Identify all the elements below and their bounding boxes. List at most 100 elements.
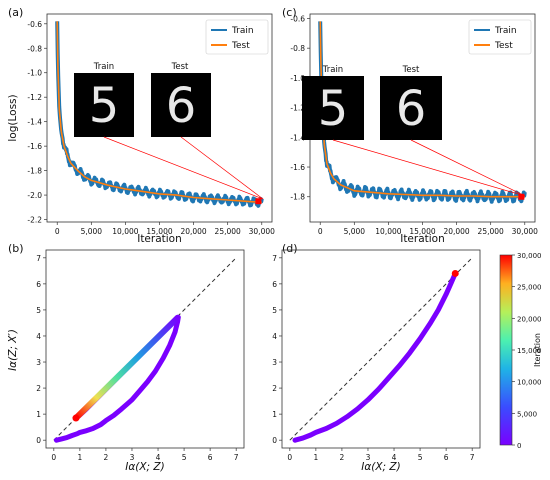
y-tick-label: -0.6: [27, 20, 42, 29]
x-tick-label: 3: [366, 453, 371, 462]
inset-label-test: Test: [402, 65, 420, 75]
colorbar-tick-label: 5,000: [517, 410, 537, 418]
x-tick-label: 15,000: [146, 227, 172, 236]
x-tick-label: 20,000: [180, 227, 206, 236]
legend-label-train: Train: [494, 26, 517, 36]
inset-digit-train: 5: [318, 81, 349, 137]
x-tick-label: 5,000: [344, 227, 366, 236]
panel-b-ylabel: Iα(Z; X′): [7, 329, 19, 371]
panel-label-a: (a): [8, 6, 23, 19]
x-tick-label: 10,000: [375, 227, 401, 236]
trajectory-path: [292, 270, 458, 443]
x-tick-label: 2: [104, 453, 109, 462]
final-iteration-marker: [255, 198, 262, 205]
y-tick-label: 0: [36, 436, 41, 445]
colorbar-tick-label: 20,000: [517, 315, 542, 323]
x-tick-label: 6: [208, 453, 213, 462]
x-tick-label: 0: [287, 453, 292, 462]
y-tick-label: 7: [36, 254, 41, 263]
x-tick-label: 4: [392, 453, 397, 462]
y-tick-label: -2.0: [27, 191, 42, 200]
y-tick-label: 2: [36, 384, 41, 393]
y-tick-label: 7: [272, 254, 277, 263]
x-tick-label: 0: [55, 227, 60, 236]
panel-c-xlabel: Iteration: [400, 233, 445, 245]
colorbar-tick-label: 15,000: [517, 347, 542, 355]
legend-label-test: Test: [231, 41, 250, 51]
colorbar-gradient: [499, 254, 513, 446]
y-tick-label: 6: [272, 280, 277, 289]
panel-a-legend: Train Test: [205, 19, 269, 55]
inset-image-test: [151, 73, 211, 137]
inset-label-test: Test: [171, 62, 189, 72]
panel-a-xlabel: Iteration: [137, 233, 182, 245]
inset-image-train: [74, 73, 134, 137]
series-line-train: [318, 21, 527, 204]
x-tick-label: 5,000: [81, 227, 103, 236]
y-tick-label: 1: [272, 410, 277, 419]
inset-digit-train: 5: [89, 78, 120, 134]
inset-image-test: [380, 76, 442, 140]
x-tick-label: 0: [51, 453, 56, 462]
x-tick-label: 25,000: [478, 227, 504, 236]
y-tick-label: -1.4: [290, 133, 305, 142]
colorbar-tick-label: 0: [517, 442, 521, 450]
y-tick-label: -1.2: [27, 93, 42, 102]
y-tick-label: -1.6: [290, 163, 305, 172]
panel-d-frame: [281, 249, 481, 449]
x-tick-label: 2: [340, 453, 345, 462]
inset-label-train: Train: [322, 65, 343, 75]
y-tick-label: -1.6: [27, 142, 42, 151]
x-tick-label: 5: [182, 453, 187, 462]
series-line-test: [56, 21, 262, 204]
identity-diagonal: [289, 257, 473, 441]
x-tick-label: 7: [234, 453, 239, 462]
legend-label-test: Test: [494, 41, 513, 51]
x-tick-label: 20,000: [443, 227, 469, 236]
y-tick-label: -0.8: [27, 44, 42, 53]
y-tick-label: 4: [272, 332, 277, 341]
trajectory-endpoint: [72, 414, 80, 422]
y-tick-label: 5: [36, 306, 41, 315]
x-tick-label: 25,000: [215, 227, 241, 236]
panel-a-insets: Train 5 Test 6: [74, 62, 264, 200]
panel-label-d: (d): [282, 242, 298, 255]
inset-label-train: Train: [93, 62, 114, 72]
y-tick-label: -1.4: [27, 118, 42, 127]
panel-a-loss-chart: 0 5,000 10,000 15,000 20,000 25,000 30,000 -0.6…: [7, 13, 275, 245]
inset-image-train: [302, 76, 364, 140]
x-tick-label: 3: [130, 453, 135, 462]
y-tick-label: -1.0: [27, 69, 42, 78]
trajectory-late-segment: [72, 314, 181, 422]
trajectory-endpoint: [451, 269, 459, 277]
panel-c-loss-chart: 0 5,000 10,000 15,000 20,000 25,000 30,000 -0.6…: [290, 13, 538, 245]
y-tick-label: 6: [36, 280, 41, 289]
panel-c-insets: Train 5 Test 6: [302, 65, 526, 197]
y-tick-label: 2: [272, 384, 277, 393]
x-tick-label: 7: [470, 453, 475, 462]
y-tick-label: 4: [36, 332, 41, 341]
x-tick-label: 15,000: [409, 227, 435, 236]
y-tick-label: -1.8: [27, 167, 42, 176]
panel-d-xlabel: Iα(X; Z): [361, 461, 400, 473]
iteration-colorbar: 0 5,000 10,000 15,000 20,000 25,000 30,000 Ite…: [499, 252, 542, 450]
y-tick-label: -2.2: [27, 216, 42, 225]
y-tick-label: 3: [36, 358, 41, 367]
y-tick-label: 0: [272, 436, 277, 445]
inset-connector-train: [332, 139, 526, 197]
panel-b-frame: [45, 249, 245, 449]
colorbar-tick-label: 25,000: [517, 284, 542, 292]
x-tick-label: 30,000: [249, 227, 275, 236]
inset-connector-test: [410, 139, 526, 197]
y-tick-label: -0.6: [290, 14, 305, 23]
series-line-test: [319, 21, 525, 198]
x-tick-label: 6: [444, 453, 449, 462]
y-tick-label: -0.8: [290, 44, 305, 53]
x-tick-label: 5: [418, 453, 423, 462]
y-tick-label: 3: [272, 358, 277, 367]
panel-label-c: (c): [282, 6, 297, 19]
y-tick-label: -1.2: [290, 104, 305, 113]
x-tick-label: 1: [77, 453, 82, 462]
series-line-train: [55, 21, 264, 208]
